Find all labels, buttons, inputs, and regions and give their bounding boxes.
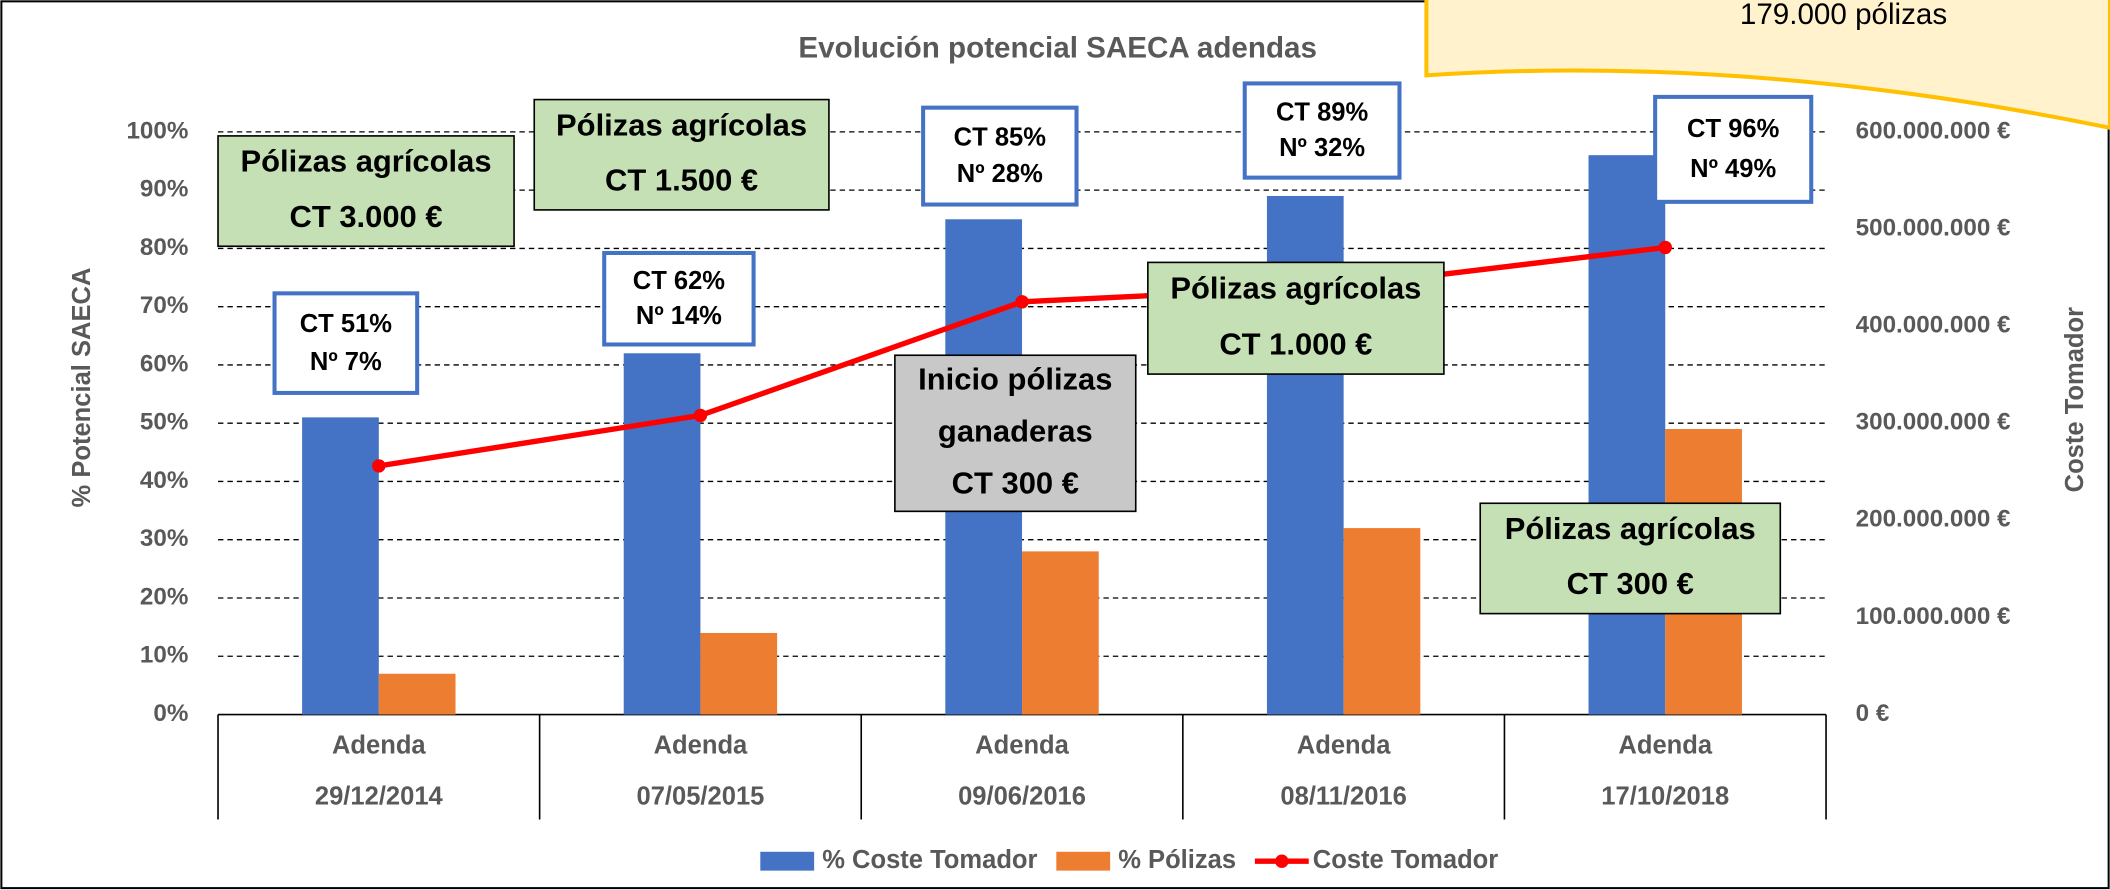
y-tick-label: 50% [140, 409, 188, 436]
annotation: Inicio pólizas [918, 361, 1112, 396]
legend-swatch [1056, 851, 1111, 871]
data-label-box [921, 105, 1079, 207]
data-label: Nº 7% [310, 348, 382, 376]
y2-tick-label: 600.000.000 € [1856, 117, 2011, 144]
x-tick-label: 09/06/2016 [958, 783, 1086, 811]
y-tick-label: 40% [140, 467, 188, 494]
legend-label: % Coste Tomador [822, 846, 1037, 874]
y-axis-label: % Potencial SAECA [68, 268, 96, 508]
y-tick-label: 30% [140, 525, 188, 552]
y2-tick-label: 200.000.000 € [1856, 506, 2011, 533]
x-tick-label: 29/12/2014 [315, 783, 444, 811]
annotation-box [1479, 502, 1782, 615]
annotation: CT 300 € [1567, 566, 1694, 601]
annotation: CT 3.000 € [290, 199, 443, 234]
x-tick-label: Adenda [1618, 732, 1712, 760]
line-marker [1658, 240, 1672, 255]
y2-tick-label: 100.000.000 € [1856, 603, 2011, 630]
legend-marker [1275, 854, 1289, 868]
y-tick-label: 20% [140, 583, 188, 610]
annotation-box [217, 135, 515, 248]
bar [302, 417, 379, 715]
annotation: CT 300 € [952, 465, 1079, 500]
y2-tick-label: 0 € [1856, 700, 1890, 727]
line-marker [693, 408, 708, 423]
y-tick-label: 100% [126, 117, 188, 144]
data-label-box [602, 250, 756, 347]
legend-label: Coste Tomador [1313, 846, 1499, 874]
data-label: Nº 32% [1279, 134, 1365, 162]
legend-label: % Pólizas [1118, 846, 1236, 874]
data-label: CT 62% [633, 267, 726, 295]
annotation: ganaderas [938, 413, 1093, 448]
y-tick-label: 80% [140, 234, 188, 261]
data-label: Nº 28% [957, 160, 1043, 188]
annotation: Pólizas agrícolas [1505, 511, 1756, 546]
bar [623, 353, 701, 715]
bar [1022, 551, 1099, 715]
legend-swatch [760, 851, 815, 871]
annotation: Pólizas agrícolas [241, 144, 492, 179]
data-label: Nº 14% [636, 302, 722, 330]
chart-title: Evolución potencial SAECA adendas [798, 32, 1317, 65]
x-tick-label: 08/11/2016 [1280, 783, 1406, 811]
y-tick-label: 60% [140, 350, 188, 377]
x-tick-label: Adenda [1297, 732, 1391, 760]
annotation-box [894, 354, 1137, 513]
y-tick-label: 10% [140, 642, 188, 669]
annotation: CT 1.500 € [605, 163, 758, 198]
y2-tick-label: 300.000.000 € [1856, 409, 2011, 436]
annotation: Pólizas agrícolas [1170, 270, 1421, 305]
annotation: Pólizas agrícolas [556, 107, 807, 142]
x-tick-label: 17/10/2018 [1601, 783, 1729, 811]
data-label: CT 51% [300, 310, 393, 338]
data-label-box [1242, 81, 1402, 180]
bar [378, 673, 456, 715]
annotation-box [1147, 261, 1445, 375]
y2-tick-label: 400.000.000 € [1856, 311, 2011, 338]
annotation: CT 1.000 € [1219, 326, 1372, 361]
y-tick-label: 90% [140, 176, 188, 203]
y-tick-label: 70% [140, 292, 188, 319]
data-label: CT 96% [1687, 115, 1780, 143]
data-label-box [1653, 94, 1814, 204]
callout [1424, 0, 2110, 130]
data-label: CT 85% [954, 123, 1047, 151]
x-tick-label: Adenda [975, 732, 1069, 760]
x-tick-label: Adenda [332, 732, 426, 760]
x-tick-label: 07/05/2015 [636, 783, 764, 811]
line-marker [372, 459, 386, 473]
y2-axis-label: Coste Tomador [2061, 307, 2089, 493]
data-label: CT 89% [1276, 98, 1369, 126]
data-label-box [272, 291, 420, 395]
annotation-box [533, 98, 830, 211]
y-tick-label: 0% [153, 700, 188, 727]
x-tick-label: Adenda [654, 732, 748, 760]
data-label: Nº 49% [1690, 155, 1776, 183]
bar [700, 632, 778, 715]
bar [1588, 155, 1666, 715]
y2-tick-label: 500.000.000 € [1856, 214, 2011, 241]
callout-text: 179.000 pólizas [1740, 0, 1947, 31]
bar [1343, 528, 1421, 715]
line-marker [1015, 295, 1029, 309]
